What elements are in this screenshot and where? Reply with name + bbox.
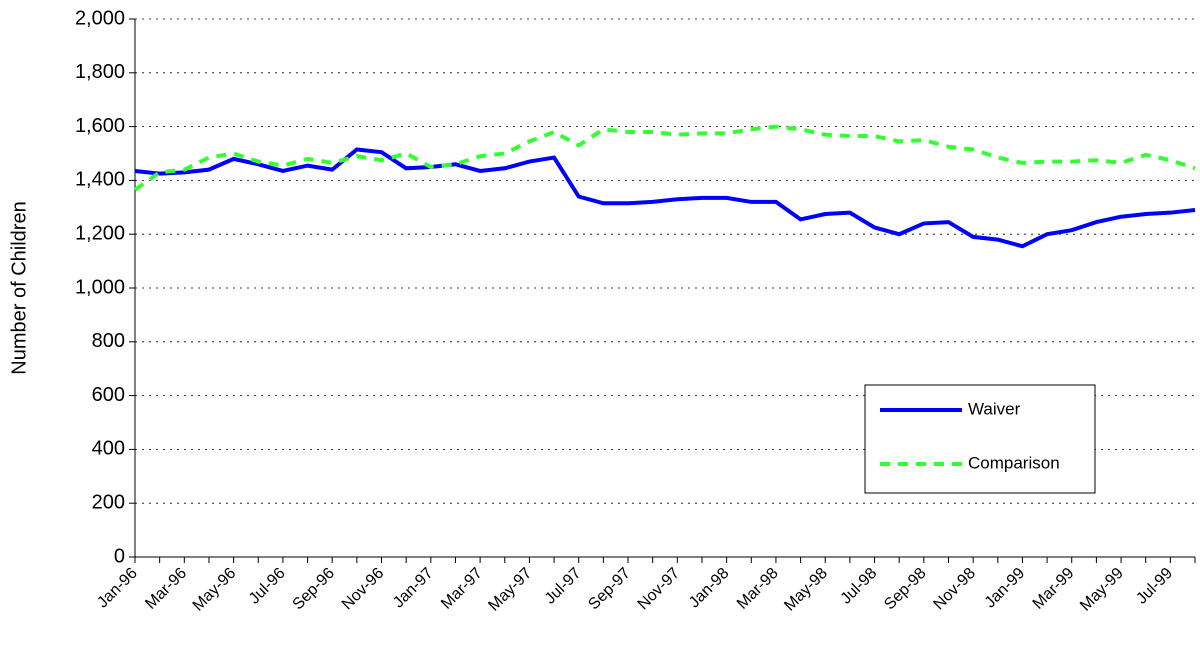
y-tick-label: 1,000 — [75, 276, 125, 298]
x-tick-label: Mar-99 — [1030, 565, 1078, 613]
x-tick-label: Nov-96 — [339, 565, 388, 614]
x-tick-label: May-99 — [1077, 565, 1127, 615]
x-tick-label: Jan-96 — [94, 565, 141, 612]
x-tick-label: May-96 — [190, 565, 240, 615]
series-line — [133, 124, 1196, 192]
x-tick-label: Mar-97 — [438, 565, 486, 613]
x-tick-label: Mar-98 — [734, 565, 782, 613]
y-axis-label: Number of Children — [8, 201, 30, 374]
series-line — [134, 147, 1196, 249]
y-tick-label: 600 — [92, 384, 125, 406]
x-tick-label: Jan-97 — [390, 565, 437, 612]
x-tick-label: Nov-98 — [930, 565, 979, 614]
legend-box — [864, 384, 1096, 494]
legend-label: Comparison — [968, 453, 1060, 472]
x-tick-label: May-98 — [781, 565, 831, 615]
x-tick-label: May-97 — [485, 565, 535, 615]
x-tick-label: Sep-98 — [881, 565, 930, 614]
x-tick-label: Jul-98 — [838, 565, 881, 608]
x-tick-label: Jul-99 — [1133, 565, 1176, 608]
y-tick-label: 0 — [114, 545, 125, 567]
y-tick-label: 2,000 — [75, 7, 125, 29]
legend-label: Waiver — [968, 399, 1021, 418]
y-tick-label: 400 — [92, 438, 125, 460]
y-tick-label: 800 — [92, 330, 125, 352]
y-tick-label: 1,400 — [75, 169, 125, 191]
x-tick-label: Jan-99 — [982, 565, 1029, 612]
x-tick-label: Jul-97 — [542, 565, 585, 608]
x-tick-label: Nov-97 — [635, 565, 684, 614]
y-tick-label: 1,600 — [75, 115, 125, 137]
y-tick-label: 1,800 — [75, 61, 125, 83]
x-tick-label: Sep-97 — [585, 565, 634, 614]
x-tick-label: Jan-98 — [686, 565, 733, 612]
y-tick-label: 1,200 — [75, 222, 125, 244]
y-tick-label: 200 — [92, 491, 125, 513]
x-tick-label: Mar-96 — [142, 565, 190, 613]
x-tick-label: Sep-96 — [290, 565, 339, 614]
x-tick-label: Jul-96 — [246, 565, 289, 608]
